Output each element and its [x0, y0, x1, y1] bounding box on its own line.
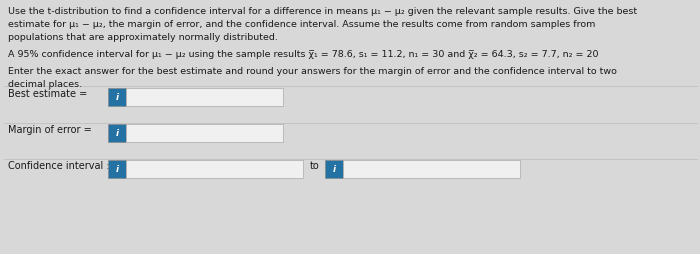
Text: Confidence interval :: Confidence interval : [8, 160, 110, 170]
Bar [325, 160, 343, 178]
Text: i: i [116, 93, 118, 102]
Bar [126, 89, 283, 107]
Text: to: to [310, 160, 320, 170]
Text: A 95% confidence interval for μ₁ − μ₂ using the sample results χ̅₁ = 78.6, s₁ = : A 95% confidence interval for μ₁ − μ₂ us… [8, 50, 598, 59]
Text: populations that are approximately normally distributed.: populations that are approximately norma… [8, 33, 278, 42]
Bar [108, 124, 126, 142]
Text: i: i [116, 165, 118, 174]
Text: Use the t-distribution to find a confidence interval for a difference in means μ: Use the t-distribution to find a confide… [8, 7, 637, 16]
Bar [108, 89, 126, 107]
Text: Margin of error =: Margin of error = [8, 124, 92, 134]
Bar [126, 124, 283, 142]
Text: decimal places.: decimal places. [8, 80, 82, 89]
Text: Enter the exact answer for the best estimate and round your answers for the marg: Enter the exact answer for the best esti… [8, 67, 617, 76]
Text: i: i [332, 165, 335, 174]
Bar [108, 160, 126, 178]
Text: i: i [116, 129, 118, 138]
Bar [126, 160, 303, 178]
Text: Best estimate =: Best estimate = [8, 89, 88, 99]
Bar [343, 160, 520, 178]
Text: estimate for μ₁ − μ₂, the margin of error, and the confidence interval. Assume t: estimate for μ₁ − μ₂, the margin of erro… [8, 20, 596, 29]
